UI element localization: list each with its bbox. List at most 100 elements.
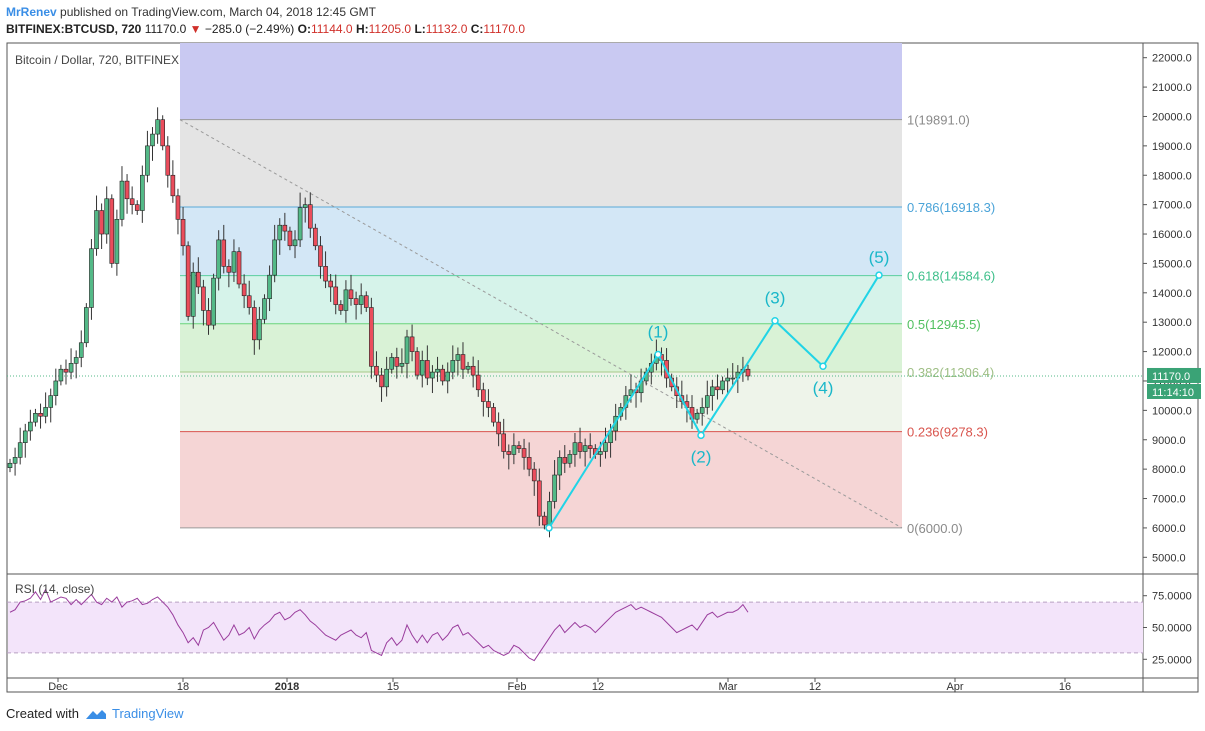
candle-body bbox=[7, 462, 13, 468]
chart-svg[interactable]: 1(19891.0) 0.786(16918.3) 0.618(14584.6) 0.… bbox=[0, 40, 1205, 700]
rsi-title: RSI (14, close) bbox=[15, 582, 94, 596]
candle-body bbox=[562, 457, 568, 464]
candle-body bbox=[78, 342, 84, 358]
rsi-tick-label: 50.0000 bbox=[1152, 623, 1192, 635]
tradingview-logo-icon bbox=[85, 709, 106, 719]
elliott-wave-point bbox=[654, 350, 662, 359]
candle-body bbox=[547, 501, 552, 526]
candle-body bbox=[206, 310, 211, 326]
candle-body bbox=[496, 421, 501, 435]
fib-level-label: 0.236(9278.3) bbox=[907, 425, 988, 440]
price-change: −285.0 (−2.49%) bbox=[204, 22, 295, 36]
time-tick-label: Mar bbox=[719, 681, 738, 693]
chart-title: Bitcoin / Dollar, 720, BITFINEX bbox=[15, 53, 179, 67]
candle-body bbox=[414, 351, 420, 376]
candle-body bbox=[567, 454, 573, 464]
price-tick-label: 14000.0 bbox=[1152, 288, 1192, 300]
candle-body bbox=[445, 371, 451, 382]
candle-body bbox=[145, 145, 150, 176]
elliott-wave-label: (2) bbox=[691, 447, 712, 466]
countdown-tag bbox=[1147, 383, 1201, 399]
candle-body bbox=[537, 480, 542, 517]
candle-body bbox=[119, 180, 125, 220]
candle-body bbox=[440, 368, 445, 382]
candle-body bbox=[318, 245, 323, 267]
last-price-tag bbox=[1147, 367, 1201, 383]
elliott-wave-point bbox=[771, 316, 779, 325]
candle-body bbox=[491, 407, 496, 423]
low-value: 11132.0 bbox=[425, 22, 468, 36]
time-tick-label: Dec bbox=[48, 681, 68, 693]
candle-body bbox=[715, 386, 720, 391]
candle-body bbox=[231, 251, 237, 273]
candle-body bbox=[572, 442, 578, 455]
candle-body bbox=[33, 412, 38, 423]
fib-trend-line bbox=[179, 119, 903, 529]
candle-body bbox=[430, 371, 435, 379]
candle-body bbox=[745, 368, 751, 377]
publish-line: MrRenev published on TradingView.com, Ma… bbox=[6, 5, 376, 19]
candle-body bbox=[481, 389, 486, 402]
candle-body bbox=[287, 230, 293, 247]
candle-body bbox=[598, 451, 603, 455]
fib-zone bbox=[180, 371, 902, 432]
last-price: 11170.0 bbox=[144, 22, 187, 36]
candle-body bbox=[22, 430, 28, 443]
candle-body bbox=[582, 445, 588, 452]
candle-body bbox=[409, 336, 415, 352]
candle-body bbox=[180, 219, 186, 247]
tradingview-brand: TradingView bbox=[111, 706, 184, 721]
elliott-wave-point bbox=[697, 431, 705, 440]
candle-body bbox=[211, 277, 216, 326]
fib-level-label: 0(6000.0) bbox=[907, 521, 963, 536]
candle-body bbox=[84, 307, 89, 344]
price-tick-label: 17000.0 bbox=[1152, 200, 1192, 212]
candle-body bbox=[455, 354, 461, 361]
candle-body bbox=[348, 289, 354, 299]
candle-body bbox=[226, 266, 232, 273]
candle-body bbox=[89, 248, 94, 308]
candle-body bbox=[552, 474, 557, 502]
elliott-wave-label: (5) bbox=[869, 248, 890, 267]
elliott-wave-line bbox=[548, 274, 880, 529]
time-tick-label: 16 bbox=[1059, 681, 1071, 693]
candle-body bbox=[150, 133, 155, 147]
candle-body bbox=[236, 251, 242, 285]
countdown-tag-label: 11:14:10 bbox=[1152, 387, 1194, 399]
price-tick-label: 20000.0 bbox=[1152, 111, 1192, 123]
elliott-wave-point bbox=[819, 362, 827, 371]
candle-body bbox=[297, 207, 303, 241]
candle-body bbox=[302, 204, 308, 208]
candle-body bbox=[333, 286, 339, 305]
price-tick-label: 16000.0 bbox=[1152, 229, 1192, 241]
created-with-label: Created with bbox=[6, 706, 79, 721]
price-tick-label: 13000.0 bbox=[1152, 317, 1192, 329]
candle-body bbox=[185, 245, 191, 317]
candle-body bbox=[379, 374, 384, 388]
candle-body bbox=[190, 271, 196, 317]
candle-body bbox=[465, 365, 471, 370]
candle-body bbox=[506, 451, 512, 455]
price-tick-label: 5000.0 bbox=[1152, 552, 1186, 564]
candle-body bbox=[694, 412, 700, 420]
footer: Created with TradingView bbox=[6, 706, 184, 721]
candle-body bbox=[720, 380, 725, 391]
tradingview-link[interactable]: TradingView bbox=[85, 706, 184, 721]
candle-body bbox=[53, 380, 59, 396]
price-tick-label: 7000.0 bbox=[1152, 494, 1186, 506]
fib-zone-top bbox=[180, 43, 902, 120]
candle-body bbox=[460, 354, 466, 370]
candle-body bbox=[252, 307, 257, 341]
candle-body bbox=[710, 386, 715, 396]
candle-body bbox=[603, 442, 608, 452]
open-label: O: bbox=[297, 22, 311, 36]
candle-body bbox=[140, 174, 145, 211]
candle-body bbox=[353, 298, 359, 305]
candle-body bbox=[282, 224, 288, 232]
fib-zone bbox=[180, 275, 902, 324]
candle-body bbox=[542, 515, 547, 526]
candle-body bbox=[73, 357, 79, 364]
candle-body bbox=[68, 363, 74, 373]
author-link[interactable]: MrRenev bbox=[6, 5, 57, 19]
chart-area[interactable]: 1(19891.0) 0.786(16918.3) 0.618(14584.6) 0.… bbox=[0, 40, 1205, 700]
